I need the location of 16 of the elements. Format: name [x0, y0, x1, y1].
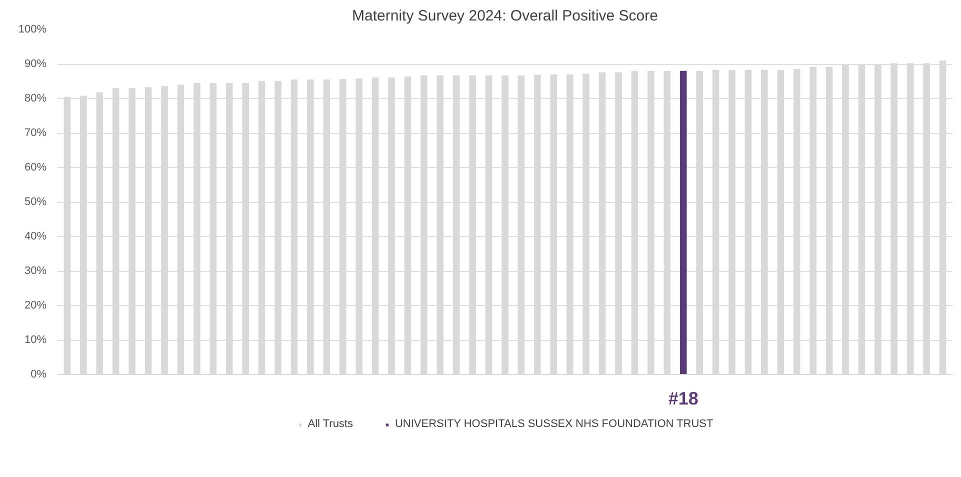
y-tick-label: 50%	[24, 196, 47, 208]
y-tick-label: 30%	[24, 265, 47, 277]
legend-label: All Trusts	[308, 418, 353, 430]
y-tick-label: 90%	[24, 58, 47, 70]
y-tick-label: 20%	[24, 300, 47, 312]
y-tick-label: 10%	[24, 334, 47, 346]
legend-label: UNIVERSITY HOSPITALS SUSSEX NHS FOUNDATION TRUST	[394, 418, 714, 430]
y-tick-label: 80%	[24, 92, 47, 104]
text: #18	[668, 388, 698, 408]
y-tick-label: 70%	[24, 127, 47, 139]
y-tick-label: 60%	[24, 162, 47, 174]
y-tick-label: 100%	[18, 24, 47, 36]
y-tick-label: 40%	[24, 230, 47, 242]
bar	[680, 70, 687, 374]
chart-title: Maternity Survey 2024: Overall Positive Score	[352, 8, 658, 24]
y-tick-label: 0%	[30, 368, 47, 380]
